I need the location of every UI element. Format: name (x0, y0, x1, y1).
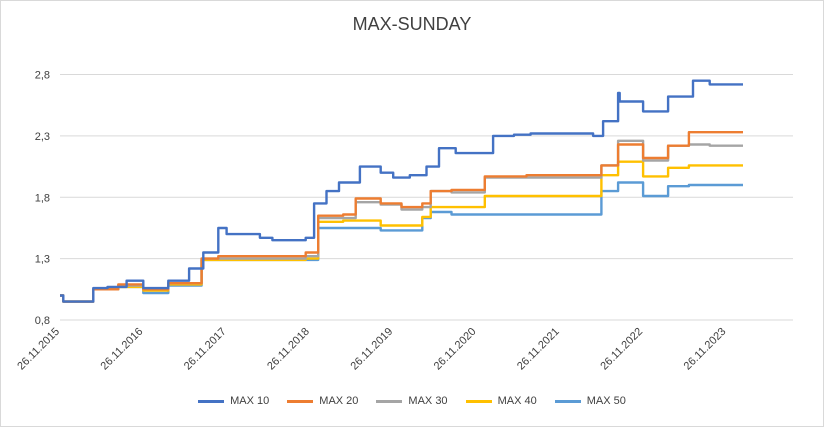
legend-item: MAX 20 (287, 395, 358, 407)
y-tick-label: 2,3 (35, 131, 50, 143)
x-tick-label: 26.11.2020 (432, 326, 479, 373)
y-tick-label: 0,8 (35, 315, 50, 327)
y-tick-label: 2,8 (35, 70, 50, 82)
legend: MAX 10 MAX 20 MAX 30 MAX 40 MAX 50 (0, 395, 824, 407)
x-tick-label: 26.11.2021 (515, 326, 562, 373)
x-tick-label: 26.11.2018 (265, 326, 312, 373)
x-tick-label: 26.11.2019 (348, 326, 395, 373)
x-tick-label: 26.11.2016 (99, 326, 146, 373)
legend-swatch (554, 399, 581, 403)
legend-item: MAX 40 (465, 395, 537, 407)
legend-item: MAX 30 (376, 395, 448, 407)
series-line-max-20 (60, 131, 743, 303)
legend-label: MAX 40 (497, 395, 537, 407)
x-tick-label: 26.11.2015 (15, 326, 62, 373)
series-line-max-50 (60, 181, 743, 303)
legend-swatch (287, 399, 314, 403)
legend-swatch (376, 399, 403, 403)
x-tick-label: 26.11.2022 (598, 326, 645, 373)
y-axis-ticks: 0,8 1,3 1,8 2,3 2,8 (35, 70, 50, 327)
legend-label: MAX 20 (319, 395, 359, 407)
legend-label: MAX 10 (230, 395, 270, 407)
gridlines (60, 74, 793, 321)
series-line-max-10 (60, 79, 743, 303)
legend-label: MAX 50 (586, 395, 626, 407)
x-tick-label: 26.11.2017 (182, 326, 229, 373)
legend-swatch (198, 399, 225, 403)
x-tick-label: 26.11.2023 (682, 326, 729, 373)
legend-item: MAX 50 (554, 395, 626, 407)
series-line-max-30 (60, 139, 743, 303)
y-tick-label: 1,3 (35, 254, 50, 266)
legend-label: MAX 30 (408, 395, 448, 407)
legend-swatch (465, 399, 492, 403)
x-axis-ticks: 26.11.2015 26.11.2016 26.11.2017 26.11.2018… (15, 326, 728, 373)
legend-item: MAX 10 (198, 395, 269, 407)
y-tick-label: 1,8 (35, 192, 50, 204)
series-group (60, 79, 743, 303)
chart-title: MAX-SUNDAY (352, 14, 472, 34)
